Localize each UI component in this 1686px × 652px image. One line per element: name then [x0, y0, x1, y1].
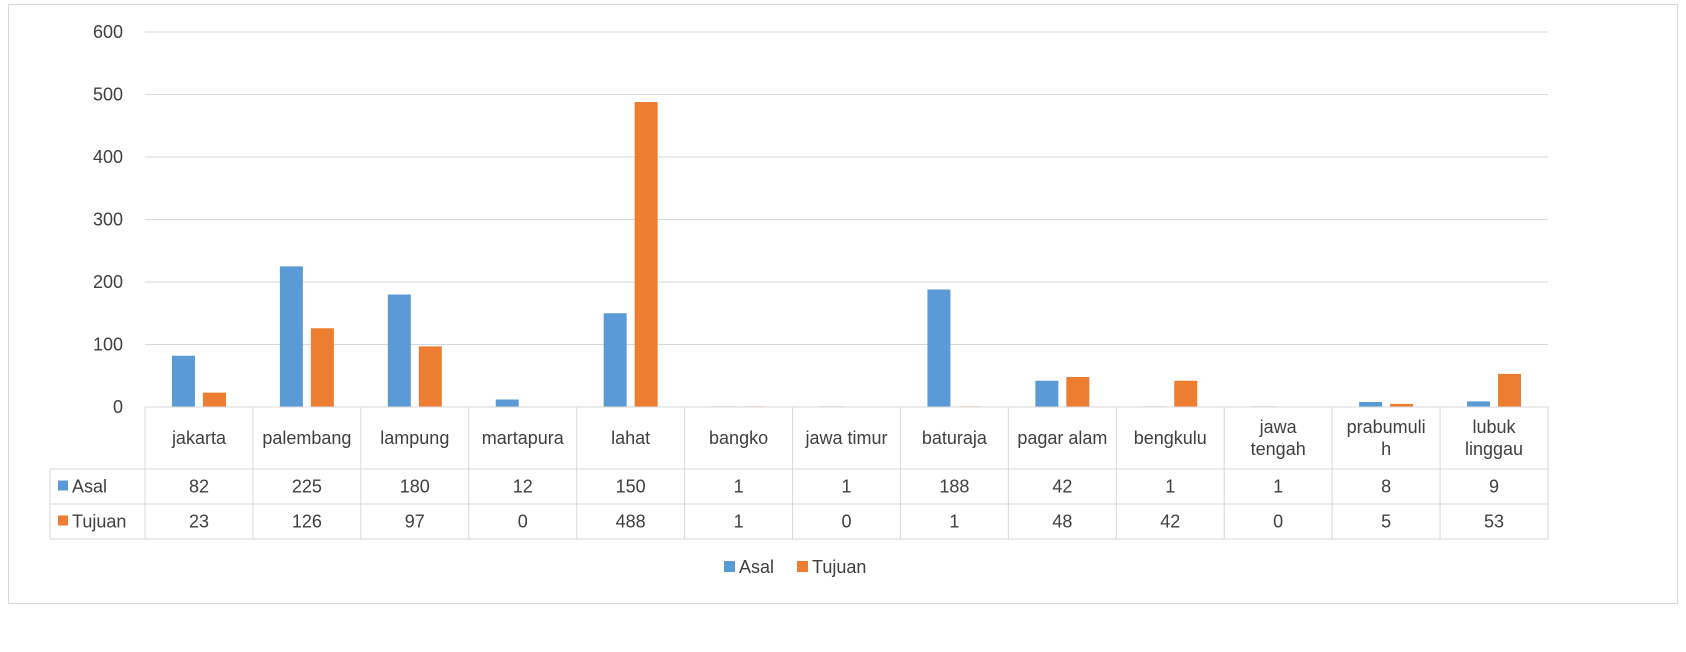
table-series-label-tujuan: Tujuan — [72, 512, 126, 532]
data-label: 1 — [949, 512, 959, 532]
data-label: 150 — [616, 477, 646, 497]
data-label: 53 — [1484, 512, 1504, 532]
data-label: 0 — [841, 512, 851, 532]
data-label: 42 — [1160, 512, 1180, 532]
x-tick-label: lahat — [611, 428, 650, 448]
bar-tujuan-lampung — [418, 346, 442, 407]
chart-frame: 0 100 200 300 400 500 600 jakarta palembang lamp… — [8, 4, 1678, 604]
data-label: 9 — [1489, 477, 1499, 497]
y-tick-label: 500 — [93, 85, 123, 105]
y-tick-label: 400 — [93, 147, 123, 167]
y-tick-label: 0 — [113, 397, 123, 417]
bar-asal-jakarta — [171, 355, 195, 407]
data-label: 0 — [1273, 512, 1283, 532]
bar-asal-martapura — [495, 399, 519, 407]
legend-label-asal: Asal — [739, 557, 774, 577]
data-label: 42 — [1052, 477, 1072, 497]
data-label: 82 — [189, 477, 209, 497]
bar-asal-pagar-alam — [1035, 380, 1059, 407]
bar-asal-prabumuli-h — [1359, 402, 1383, 407]
x-tick-label: baturaja — [922, 428, 988, 448]
x-tick-label: lubuk linggau — [1465, 417, 1523, 459]
bar-tujuan-pagar-alam — [1066, 377, 1090, 407]
bar-tujuan-palembang — [310, 328, 334, 407]
data-label: 1 — [734, 477, 744, 497]
x-tick-label: prabumuli h — [1347, 417, 1426, 459]
bar-tujuan-bengkulu — [1174, 380, 1198, 407]
data-label: 97 — [405, 512, 425, 532]
bar-asal-palembang — [279, 266, 303, 407]
data-label: 8 — [1381, 477, 1391, 497]
legend-key-tujuan — [797, 561, 808, 572]
bar-asal-baturaja — [927, 289, 951, 407]
data-label: 1 — [841, 477, 851, 497]
bar-tujuan-prabumuli-h — [1390, 403, 1414, 407]
x-tick-label: bangko — [709, 428, 768, 448]
data-label: 1 — [1273, 477, 1283, 497]
data-label: 1 — [1165, 477, 1175, 497]
x-tick-label: pagar alam — [1017, 428, 1107, 448]
y-tick-label: 300 — [93, 210, 123, 230]
data-label: 188 — [939, 477, 969, 497]
bar-tujuan-jakarta — [202, 392, 226, 407]
data-label: 180 — [400, 477, 430, 497]
table-legend-key-tujuan — [58, 515, 68, 526]
data-label: 488 — [616, 512, 646, 532]
data-label: 1 — [734, 512, 744, 532]
table-series-label-asal: Asal — [72, 477, 107, 497]
x-tick-label: jawa timur — [804, 428, 887, 448]
data-label: 225 — [292, 477, 322, 497]
bar-tujuan-lahat — [634, 102, 658, 407]
x-tick-label: jakarta — [171, 428, 227, 448]
x-tick-label: jawa tengah — [1251, 417, 1306, 459]
y-tick-label: 200 — [93, 272, 123, 292]
table-legend-key-asal — [58, 480, 68, 491]
x-tick-label: bengkulu — [1134, 428, 1207, 448]
bar-asal-lubuk-linggau — [1467, 401, 1491, 407]
x-tick-label: palembang — [262, 428, 351, 448]
data-label: 0 — [518, 512, 528, 532]
data-label: 12 — [513, 477, 533, 497]
data-label: 126 — [292, 512, 322, 532]
y-tick-label: 100 — [93, 335, 123, 355]
x-tick-label: martapura — [482, 428, 565, 448]
data-label: 48 — [1052, 512, 1072, 532]
data-label: 23 — [189, 512, 209, 532]
y-tick-label: 600 — [93, 22, 123, 42]
bar-asal-lampung — [387, 294, 411, 407]
x-tick-label: lampung — [380, 428, 449, 448]
bar-tujuan-lubuk-linggau — [1498, 373, 1522, 407]
data-label: 5 — [1381, 512, 1391, 532]
legend-label-tujuan: Tujuan — [812, 557, 866, 577]
bar-asal-lahat — [603, 313, 627, 407]
legend-key-asal — [724, 561, 735, 572]
